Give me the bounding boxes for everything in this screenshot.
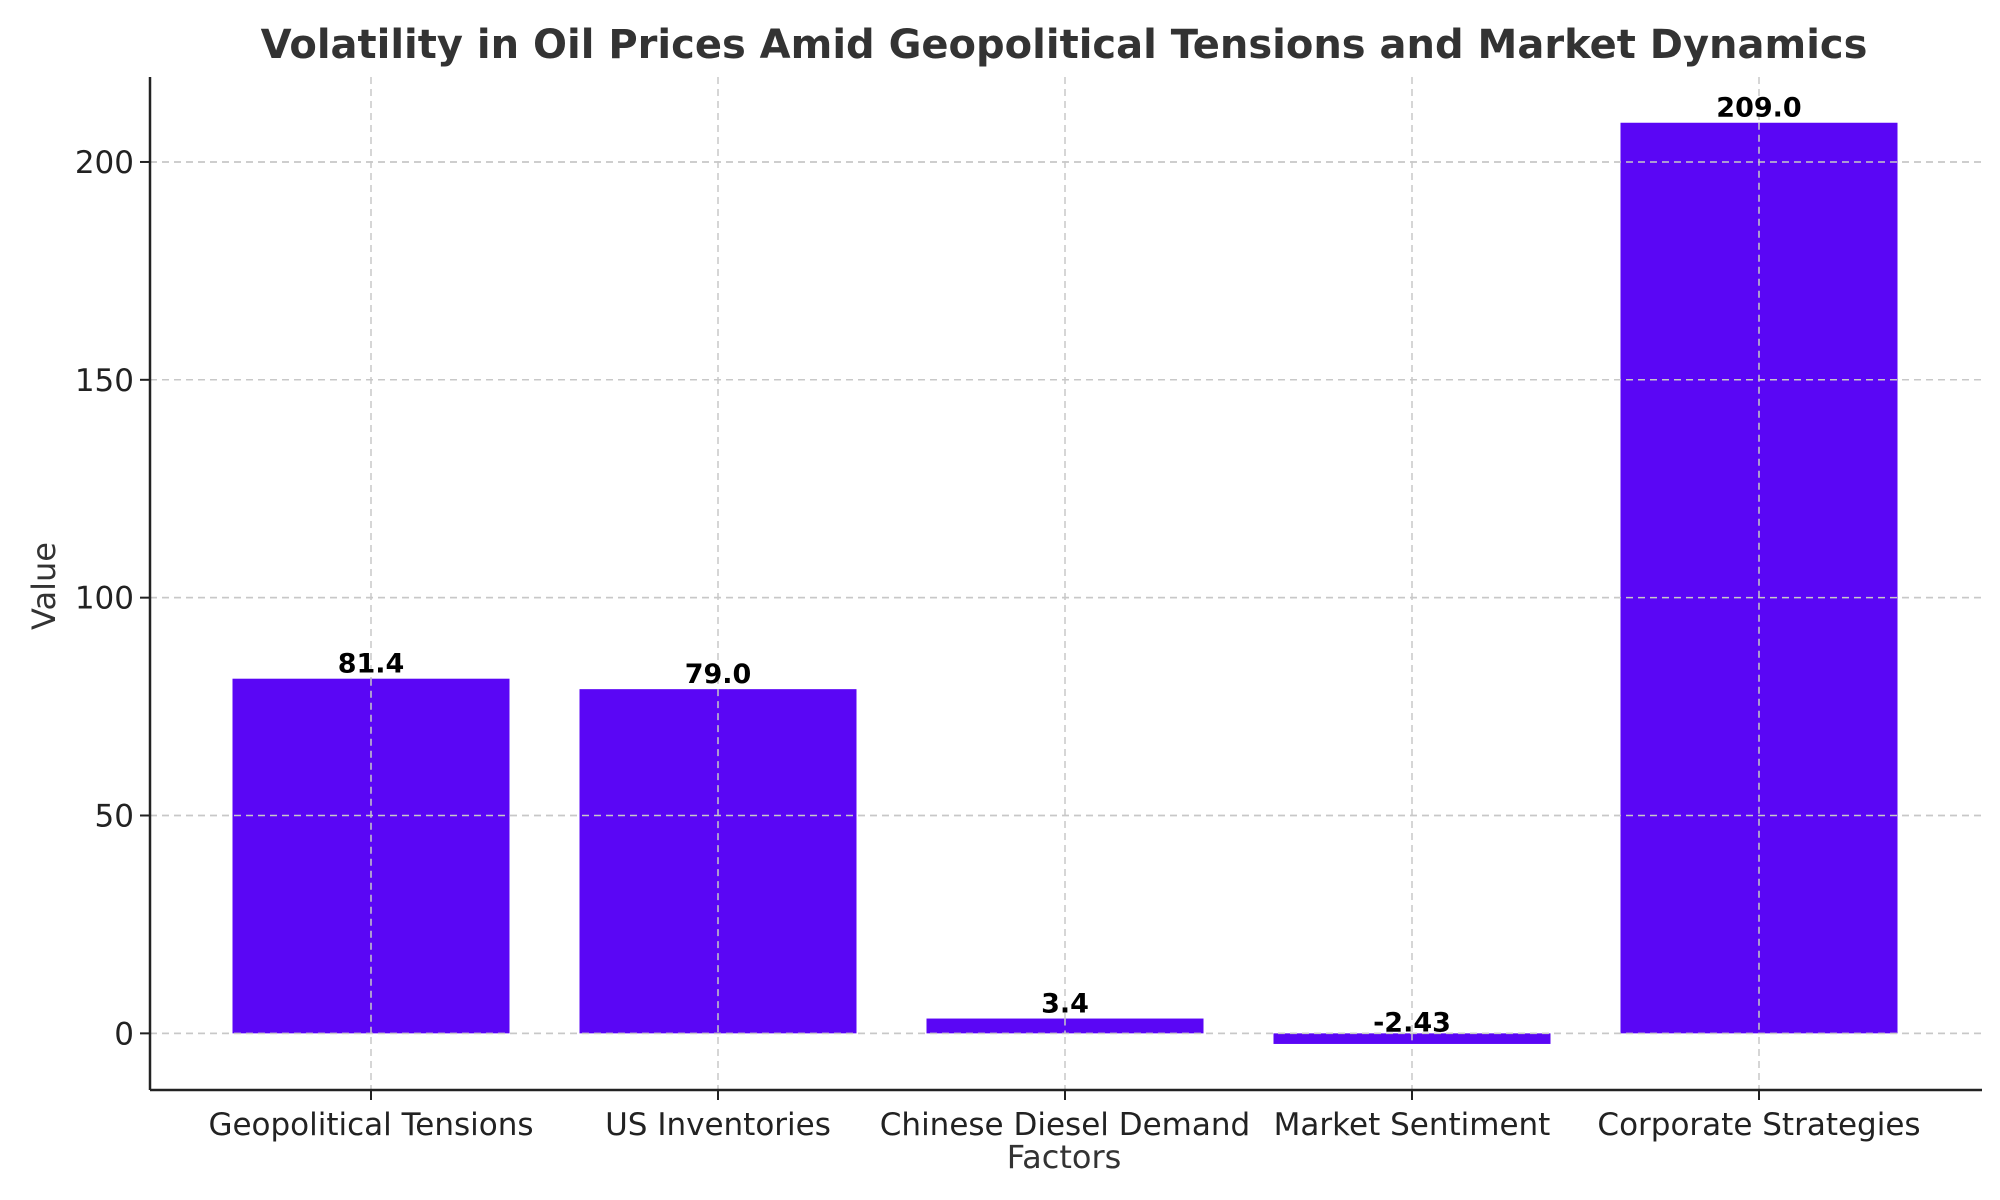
axes: 0 50 100 150 200 Geopolitical Tensions US Inve…: [75, 77, 1982, 1143]
data-labels: 81.4 79.0 3.4 -2.43 209.0: [338, 93, 1802, 1039]
x-axis-title: Factors: [1007, 1138, 1122, 1176]
x-tick-label: US Inventories: [605, 1107, 831, 1143]
y-tick-label: 100: [75, 581, 134, 617]
bar-value-label: 81.4: [338, 649, 405, 680]
y-tick-label: 200: [75, 145, 134, 181]
bar-value-label: -2.43: [1373, 1007, 1451, 1038]
chart-title: Volatility in Oil Prices Amid Geopolitic…: [261, 22, 1868, 68]
y-tick-label: 150: [75, 363, 134, 399]
x-tick-label: Geopolitical Tensions: [208, 1107, 533, 1143]
bar: [232, 678, 510, 1034]
x-tick-label: Market Sentiment: [1274, 1107, 1551, 1143]
y-axis-title: Value: [25, 542, 63, 630]
bar-value-label: 79.0: [685, 659, 752, 690]
bar-value-label: 209.0: [1716, 93, 1801, 124]
x-tick-label: Corporate Strategies: [1597, 1107, 1920, 1143]
bar-value-label: 3.4: [1041, 989, 1089, 1020]
y-tick-label: 0: [114, 1016, 134, 1052]
bar: [926, 1018, 1204, 1034]
y-tick-label: 50: [95, 799, 134, 835]
x-tick-label: Chinese Diesel Demand: [880, 1107, 1250, 1143]
bars: [150, 122, 1982, 1044]
